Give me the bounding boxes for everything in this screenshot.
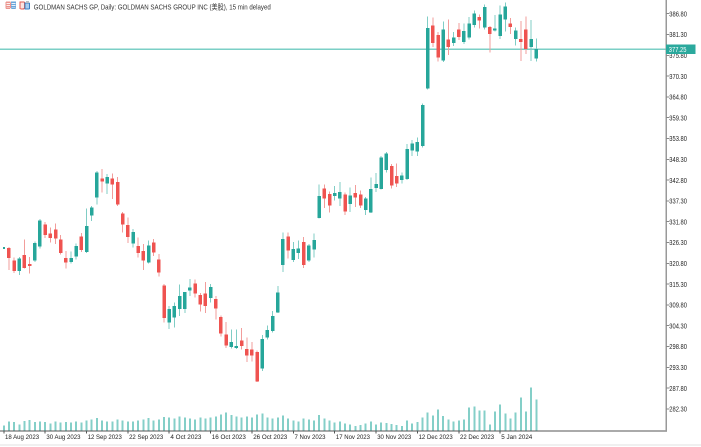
svg-text:287.80: 287.80	[669, 384, 687, 393]
svg-text:17 Nov 2023: 17 Nov 2023	[336, 434, 370, 441]
svg-text:12 Sep 2023: 12 Sep 2023	[88, 434, 122, 441]
svg-text:359.30: 359.30	[669, 113, 687, 122]
svg-text:12 Dec 2023: 12 Dec 2023	[419, 434, 453, 441]
svg-text:4 Oct 2023: 4 Oct 2023	[170, 434, 201, 441]
svg-text:326.30: 326.30	[669, 238, 687, 247]
svg-text:370.30: 370.30	[669, 72, 687, 81]
svg-text:22 Sep 2023: 22 Sep 2023	[129, 434, 163, 441]
svg-text:331.80: 331.80	[669, 217, 687, 226]
svg-text:282.30: 282.30	[669, 405, 687, 414]
svg-text:309.80: 309.80	[669, 301, 687, 310]
svg-text:342.80: 342.80	[669, 176, 687, 185]
svg-text:337.30: 337.30	[669, 197, 687, 206]
svg-text:GOLDMAN SACHS GP, Daily: GOLD: GOLDMAN SACHS GP, Daily: GOLDMAN SACHS G…	[34, 2, 271, 11]
svg-text:364.80: 364.80	[669, 93, 687, 102]
svg-text:375.80: 375.80	[669, 51, 687, 60]
svg-text:304.30: 304.30	[669, 321, 687, 330]
svg-text:381.30: 381.30	[669, 30, 687, 39]
svg-text:30 Aug 2023: 30 Aug 2023	[46, 434, 80, 441]
svg-text:7 Nov 2023: 7 Nov 2023	[295, 434, 326, 441]
svg-text:386.80: 386.80	[669, 9, 687, 18]
svg-text:293.30: 293.30	[669, 363, 687, 372]
svg-text:18 Aug 2023: 18 Aug 2023	[5, 434, 39, 441]
svg-text:298.80: 298.80	[669, 342, 687, 351]
svg-text:30 Nov 2023: 30 Nov 2023	[377, 434, 411, 441]
svg-text:22 Dec 2023: 22 Dec 2023	[460, 434, 494, 441]
svg-text:377.25: 377.25	[669, 45, 687, 54]
svg-text:348.30: 348.30	[669, 155, 687, 164]
svg-text:16 Oct 2023: 16 Oct 2023	[212, 434, 246, 441]
svg-text:5 Jan 2024: 5 Jan 2024	[501, 434, 532, 441]
svg-text:320.80: 320.80	[669, 259, 687, 268]
svg-text:315.30: 315.30	[669, 280, 687, 289]
svg-text:26 Oct 2023: 26 Oct 2023	[253, 434, 287, 441]
svg-text:353.80: 353.80	[669, 134, 687, 143]
